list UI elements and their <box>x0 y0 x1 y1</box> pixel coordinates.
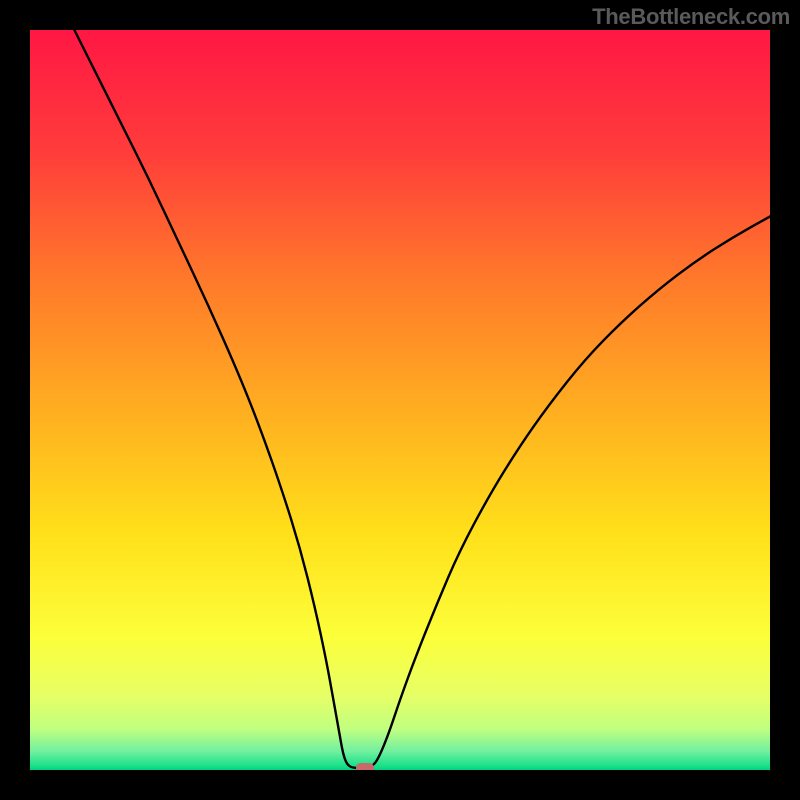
curve-path <box>74 30 770 768</box>
watermark-text: TheBottleneck.com <box>592 4 790 30</box>
minimum-marker <box>356 763 374 770</box>
curve-svg <box>30 30 770 770</box>
chart-container: TheBottleneck.com <box>0 0 800 800</box>
plot-area <box>30 30 770 770</box>
